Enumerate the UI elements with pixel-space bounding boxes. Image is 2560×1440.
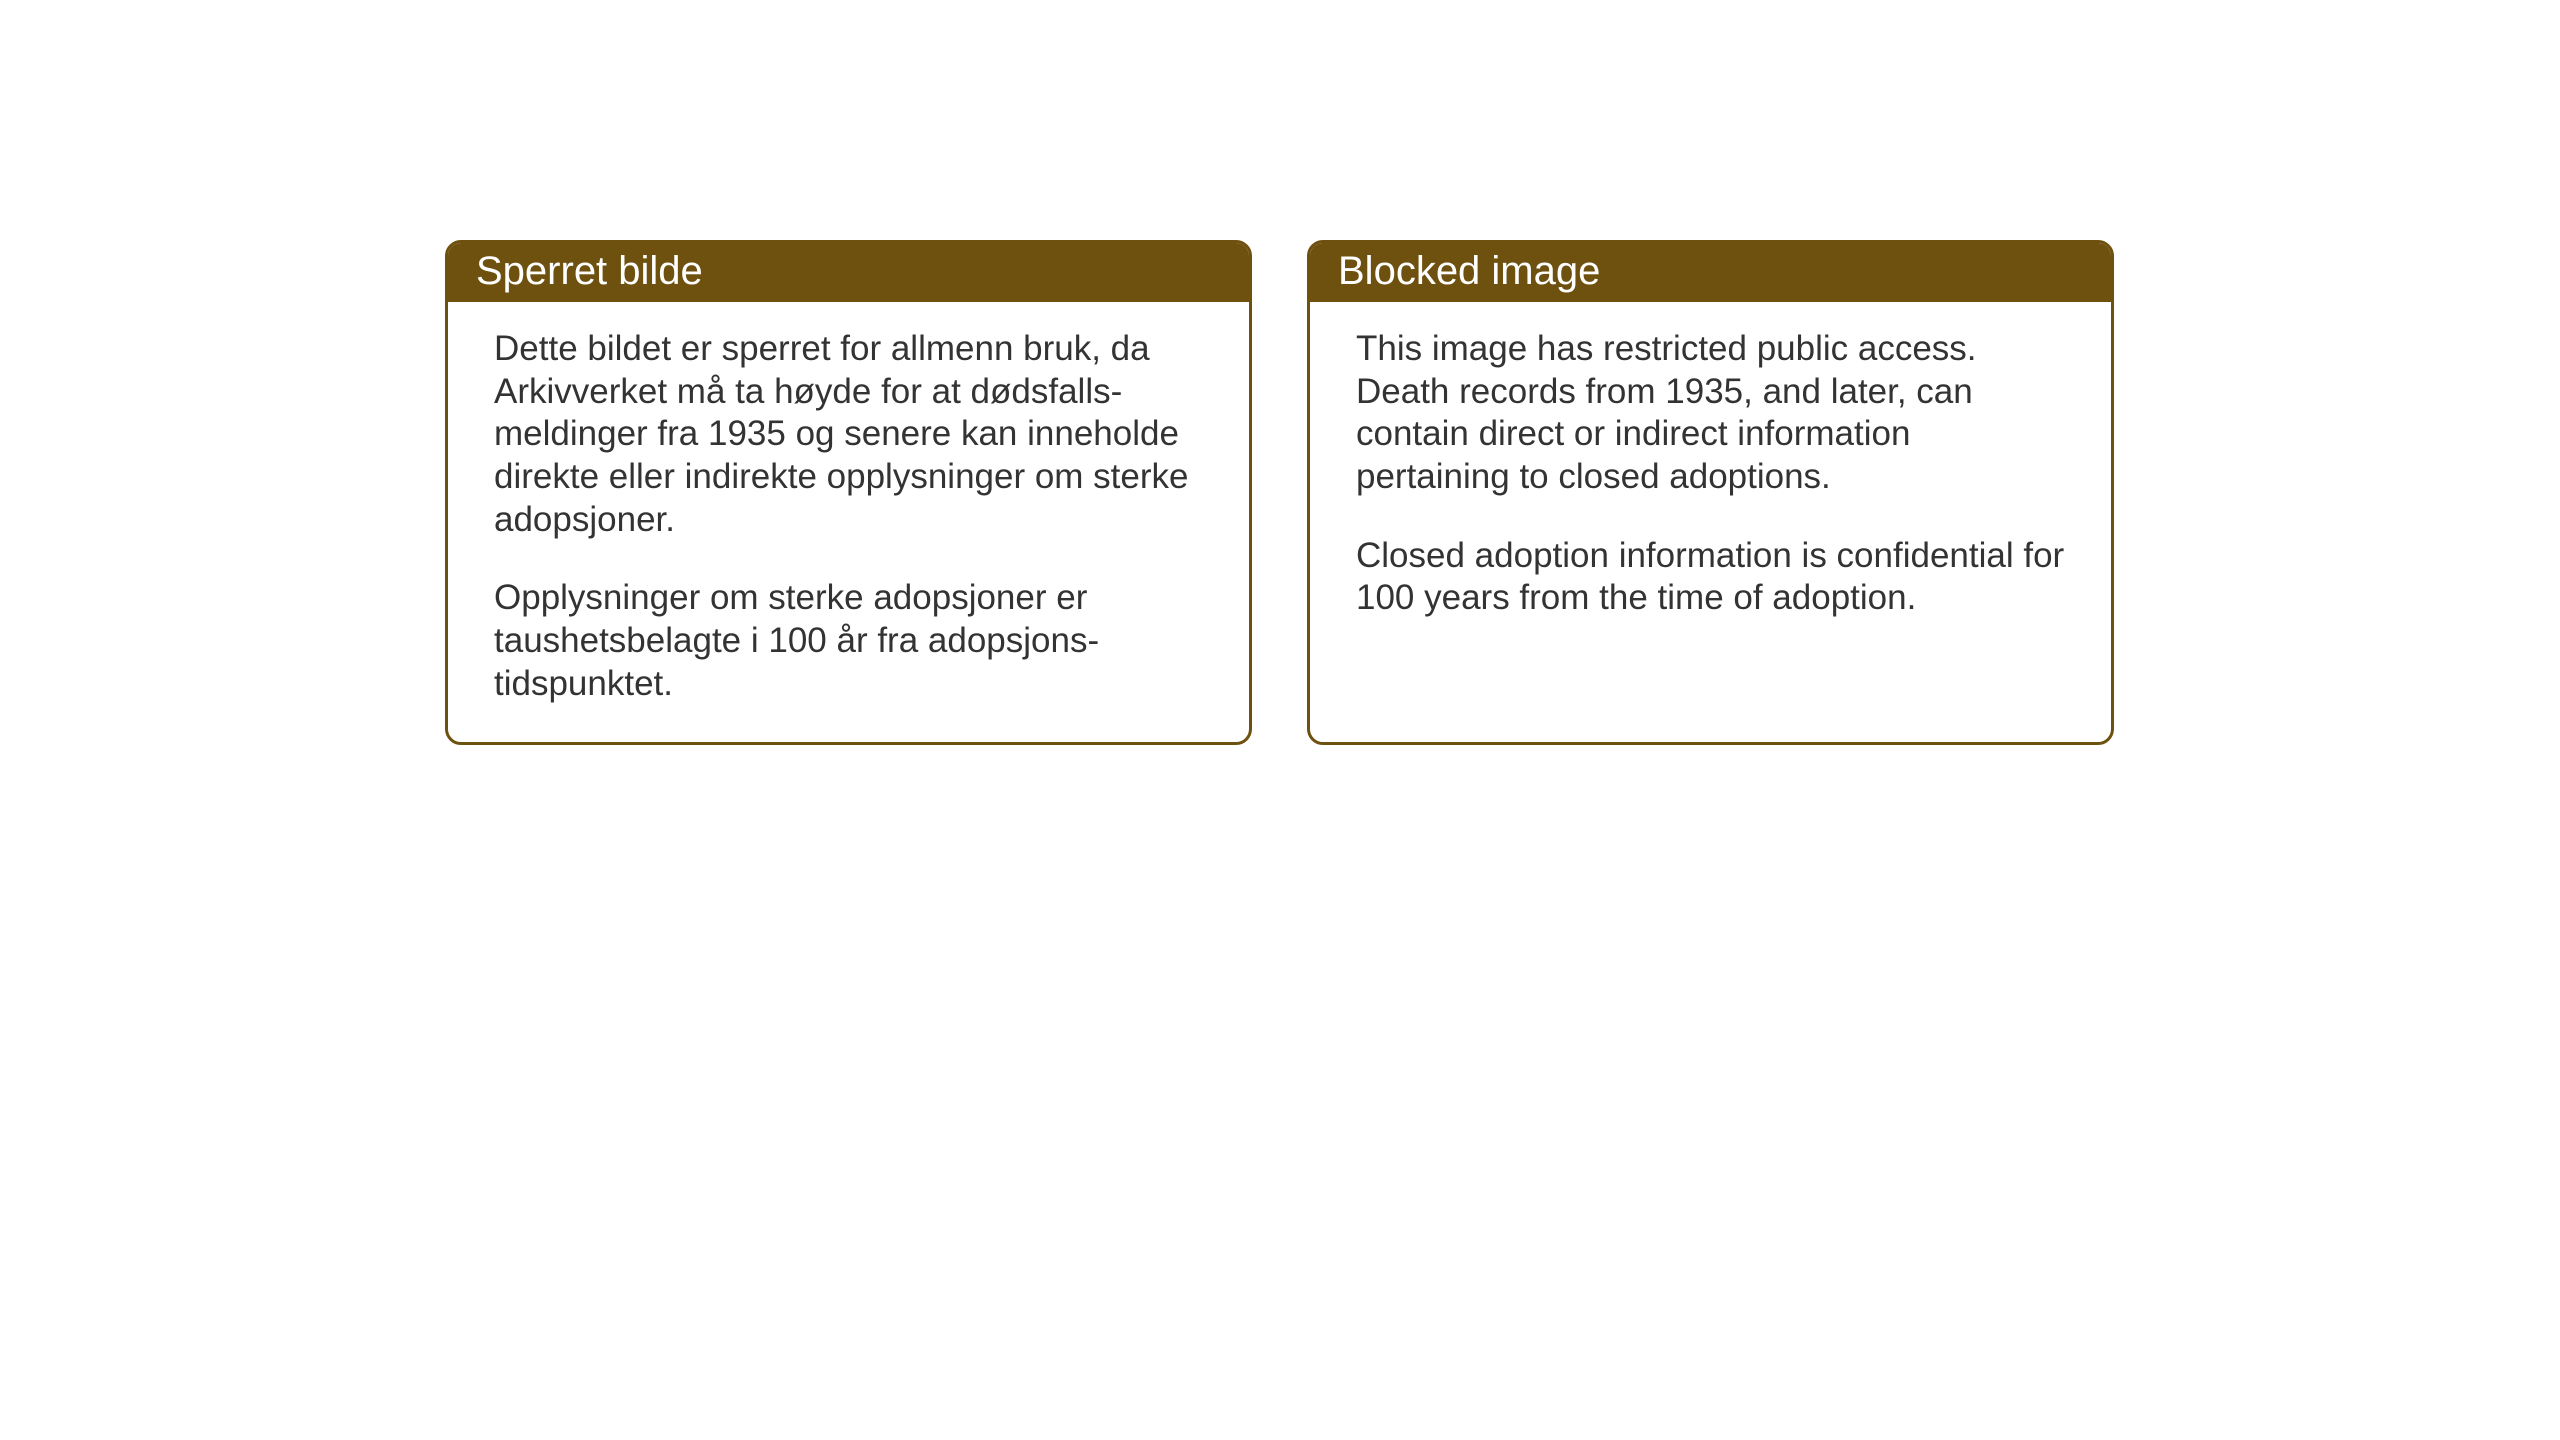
notice-body-norwegian: Dette bildet er sperret for allmenn bruk… xyxy=(448,302,1249,742)
notice-paragraph: Dette bildet er sperret for allmenn bruk… xyxy=(494,328,1209,541)
notice-paragraph: This image has restricted public access.… xyxy=(1356,328,2071,499)
notice-header-english: Blocked image xyxy=(1310,243,2111,302)
notice-container: Sperret bilde Dette bildet er sperret fo… xyxy=(445,240,2114,745)
notice-body-english: This image has restricted public access.… xyxy=(1310,302,2111,656)
notice-paragraph: Closed adoption information is confident… xyxy=(1356,535,2071,620)
notice-header-norwegian: Sperret bilde xyxy=(448,243,1249,302)
notice-box-norwegian: Sperret bilde Dette bildet er sperret fo… xyxy=(445,240,1252,745)
notice-box-english: Blocked image This image has restricted … xyxy=(1307,240,2114,745)
notice-paragraph: Opplysninger om sterke adopsjoner er tau… xyxy=(494,577,1209,705)
